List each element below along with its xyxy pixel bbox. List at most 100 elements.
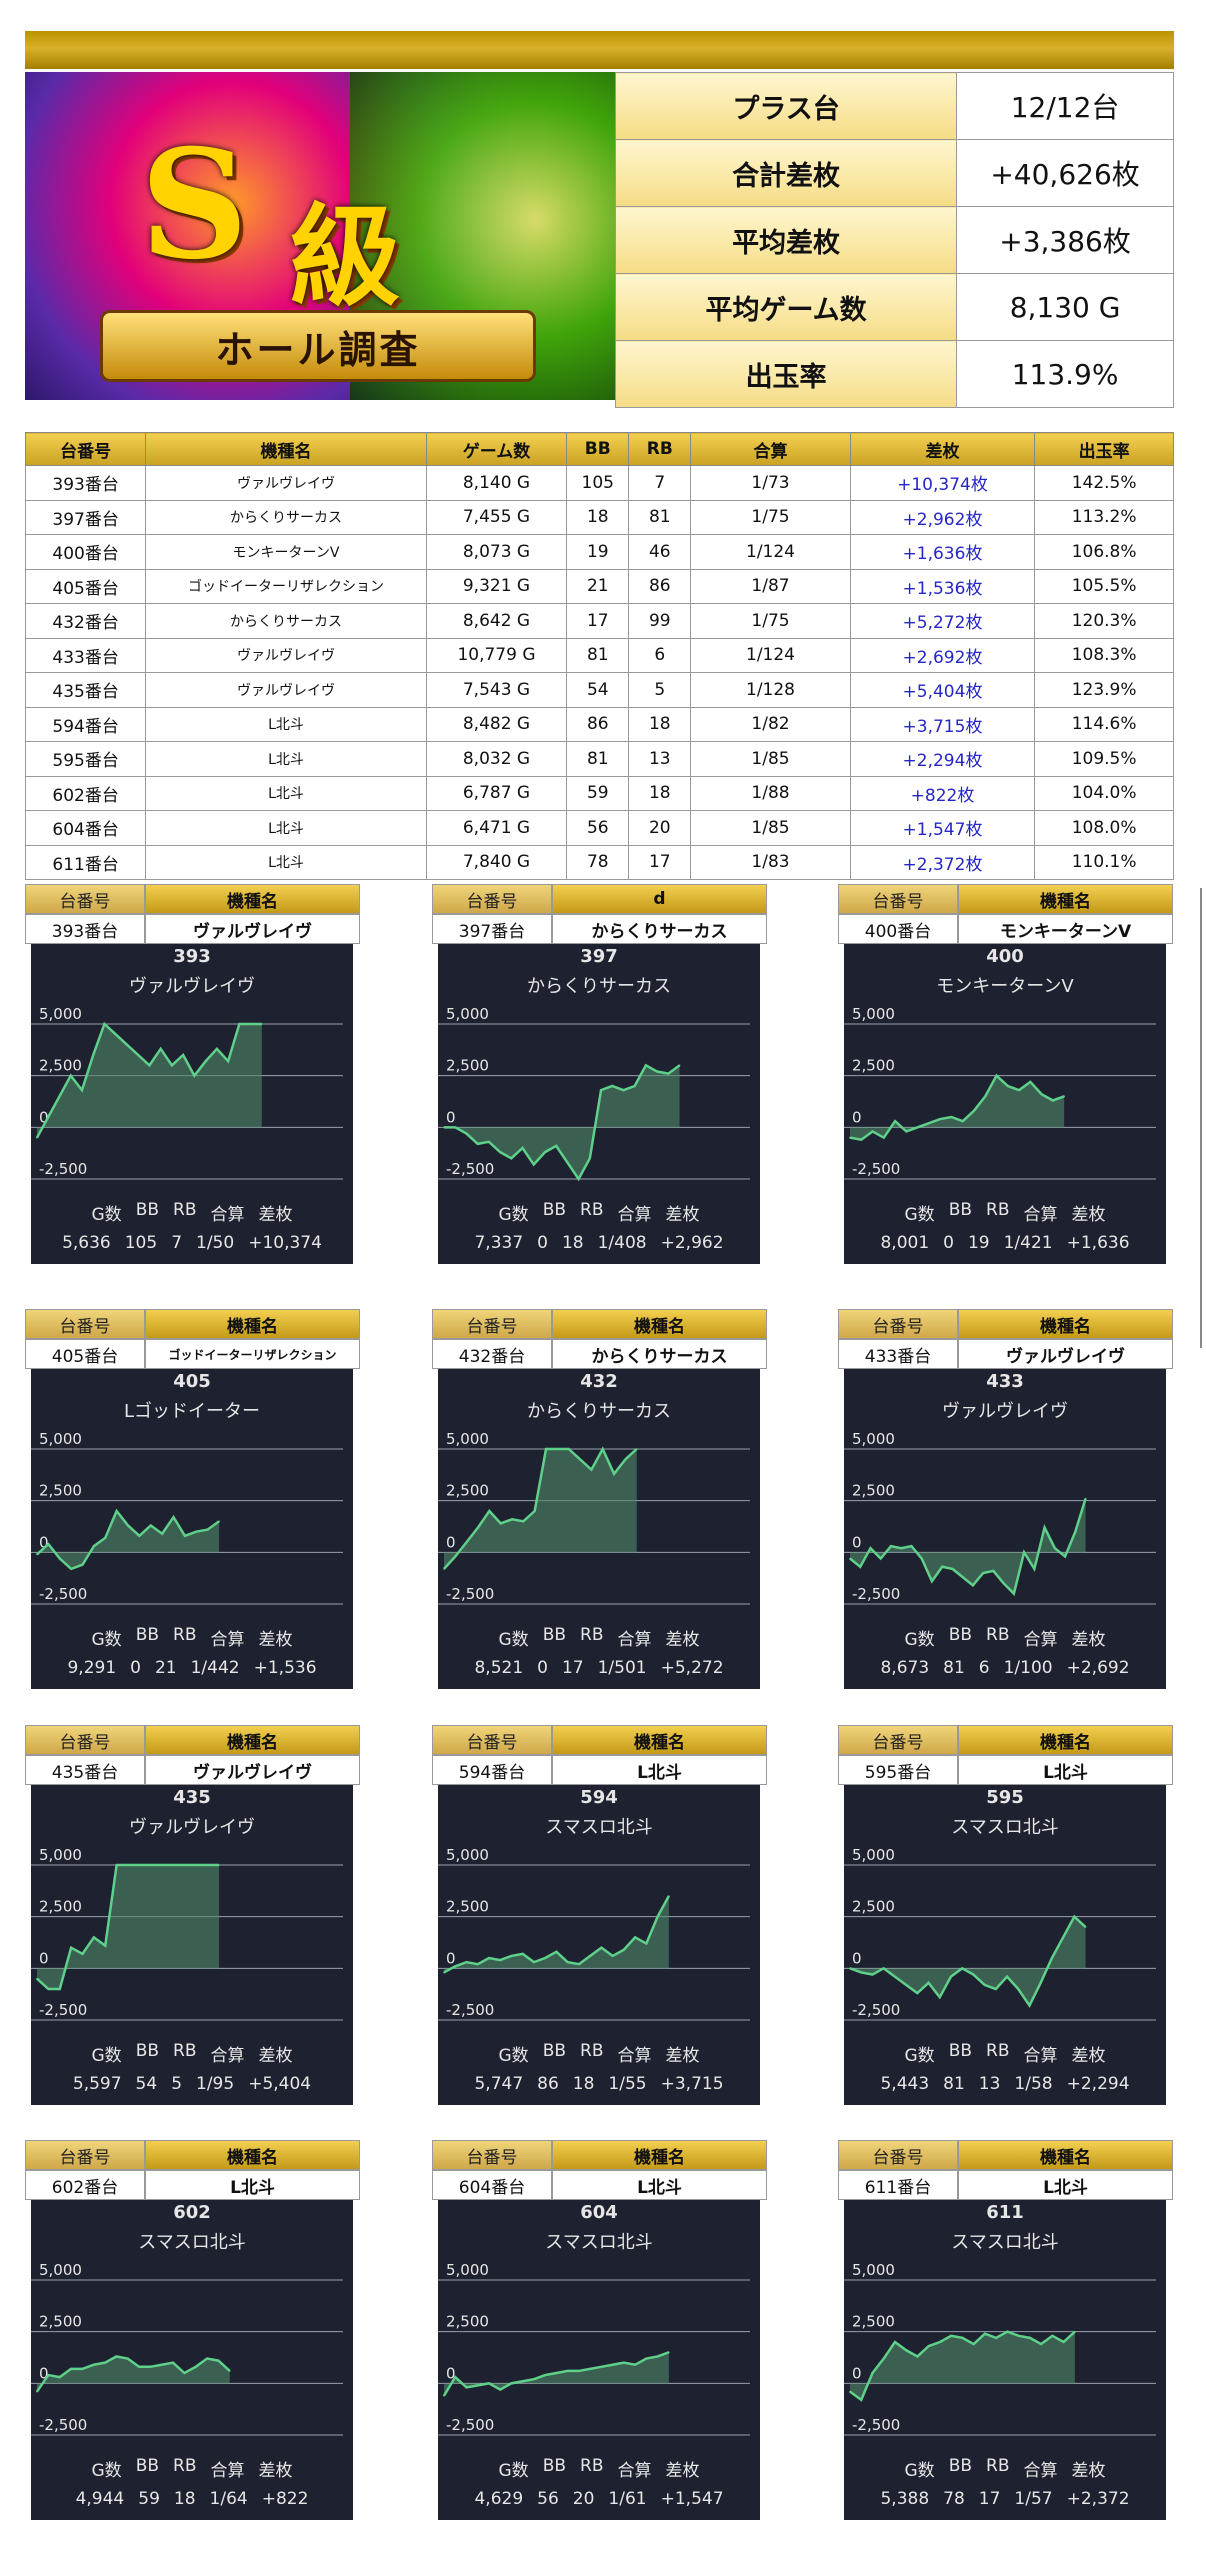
series-area (37, 1865, 220, 1989)
table-cell: 8,642 G (425, 603, 568, 639)
table-cell: 595番台 (24, 741, 147, 777)
data-point (488, 1510, 491, 1512)
slump-chart: 5,000 2,500 0 -2,500 (844, 1846, 1156, 2021)
slump-chart: 5,000 2,500 0 -2,500 (438, 1005, 750, 1182)
data-point (499, 1959, 502, 1961)
data-point (454, 2376, 457, 2378)
summary-table: プラス台 12/12台 合計差枚 +40,626枚 平均差枚 +3,386枚 平均ゲー… (614, 72, 1174, 408)
table-cell: +3,715枚 (849, 706, 1036, 742)
data-point (93, 1545, 95, 1547)
table-cell: 110.1% (1034, 844, 1174, 880)
table-cell: +1,536枚 (849, 568, 1036, 604)
y-tick-label: 2,500 (39, 1898, 82, 1916)
data-point (533, 1961, 535, 1963)
table-cell: 8,032 G (425, 741, 568, 777)
card-machine-number: 393番台 (25, 914, 145, 944)
series-line (443, 1446, 638, 1570)
data-point (939, 1118, 941, 1120)
data-point (47, 1543, 50, 1545)
table-cell: 17 (566, 603, 630, 639)
slump-chart: 5,000 2,500 0 -2,500 (438, 2261, 750, 2436)
chart-stats: G数 BB RB 合算 差枚 5,747 86 18 1/55 +3,715 (438, 2041, 760, 2094)
table-cell: 54 (566, 672, 630, 708)
data-point (1084, 1497, 1087, 1500)
data-point (611, 1955, 614, 1957)
stat-label: 合算 (617, 2046, 652, 2066)
data-point (905, 2349, 908, 2352)
card-header-model-label: 機種名 (552, 1309, 767, 1339)
card-machine-number: 397番台 (432, 914, 552, 944)
y-tick-label: 0 (446, 1108, 456, 1126)
stat-value: 1/100 (1003, 1658, 1053, 1678)
data-point (533, 2378, 535, 2380)
data-point (972, 1584, 974, 1587)
stat-label: BB (542, 2041, 567, 2061)
stat-label: 合算 (210, 2046, 245, 2066)
y-tick-label: 5,000 (852, 1005, 895, 1023)
y-tick-label: 2,500 (852, 1482, 895, 1500)
chart-stats: G数 BB RB 合算 差枚 7,337 0 18 1/408 +2,962 (438, 1200, 760, 1253)
slump-chart-panel: 397 からくりサーカス G数 BB RB 合算 差枚 7,337 0 18 1/408 +2,962… (438, 944, 760, 1264)
machine-card: 台番号 機種名 432番台 からくりサーカス 432 からくりサーカス G数 BB RB 合算 差枚… (432, 1309, 767, 1689)
y-tick-label: 0 (852, 1108, 862, 1126)
stat-value: 5,747 (474, 2074, 524, 2094)
data-point (488, 2382, 490, 2385)
slump-chart-panel: 435 ヴァルヴレイヴ G数 BB RB 合算 差枚 5,597 54 5 1/95 +5,404 5,… (31, 1785, 353, 2105)
card-machine-model: モンキーターンV (958, 914, 1173, 944)
summary-label: 合計差枚 (614, 139, 958, 207)
machine-card: 台番号 機種名 405番台 ゴッドイーターリザレクション 405 Lゴッドイーター G数 BB… (25, 1309, 360, 1689)
table-row: 405番台 ゴッドイーターリザレクション 9,321 G 21 86 1/87 +1,536… (24, 568, 1174, 604)
summary-label: 平均ゲーム数 (614, 273, 958, 341)
slump-chart-panel: 604 スマスロ北斗 G数 BB RB 合算 差枚 4,629 56 20 1/61 +1,547 5,… (438, 2200, 760, 2520)
table-cell: 109.5% (1034, 741, 1174, 777)
slump-chart: 5,000 2,500 0 -2,500 (844, 1005, 1156, 1180)
data-point (218, 1520, 220, 1523)
data-point (465, 2386, 468, 2389)
card-header-number-label: 台番号 (838, 2140, 958, 2170)
data-point (159, 1048, 162, 1050)
table-cell: 604番台 (24, 810, 147, 846)
data-point (589, 1157, 591, 1160)
data-point (1017, 1988, 1020, 1990)
stat-label: BB (948, 1200, 973, 1220)
data-point (172, 2361, 174, 2364)
table-cell: ヴァルヴレイヴ (145, 637, 427, 673)
data-point (499, 1151, 501, 1153)
y-tick-label: 0 (446, 1949, 456, 1967)
card-machine-number: 433番台 (838, 1339, 958, 1369)
stat-label: 合算 (617, 1630, 652, 1650)
data-point (555, 2372, 558, 2374)
data-point (577, 1178, 580, 1180)
chart-machine-name: ヴァルヴレイヴ (942, 1401, 1068, 1422)
table-cell: L北斗 (145, 810, 427, 846)
card-machine-model: L北斗 (552, 2170, 767, 2200)
card-header-number-label: 台番号 (25, 1725, 145, 1755)
data-point (454, 1555, 457, 1558)
stat-label: G数 (91, 1205, 122, 1225)
chart-machine-number: 595 (986, 1787, 1024, 1808)
chart-machine-name: モンキーターンV (936, 976, 1074, 997)
stat-value: 1/55 (608, 2074, 647, 2094)
slump-chart: 5,000 2,500 0 -2,500 (31, 2261, 343, 2436)
data-point (589, 1955, 591, 1957)
table-cell: 433番台 (24, 637, 147, 673)
stat-label: RB (580, 2041, 604, 2061)
summary-label: プラス台 (614, 72, 958, 140)
machine-card: 台番号 機種名 435番台 ヴァルヴレイヴ 435 ヴァルヴレイヴ G数 BB RB 合算 差枚 5,… (25, 1725, 360, 2105)
data-point (566, 1961, 569, 1963)
stat-value: 17 (978, 2489, 1001, 2509)
machine-results-table: 台番号 機種名 ゲーム数 BB RB 合算 差枚 出玉率 393番台 ヴァルヴレイヴ 8,140 … (24, 432, 1174, 880)
scroll-divider (1200, 888, 1202, 1348)
chart-stats: G数 BB RB 合算 差枚 5,597 54 5 1/95 +5,404 (31, 2041, 353, 2094)
data-point (961, 1967, 963, 1970)
card-header-number-label: 台番号 (25, 884, 145, 914)
chart-stats: G数 BB RB 合算 差枚 5,636 105 7 1/50 +10,374 (31, 1200, 353, 1253)
data-point (149, 1864, 152, 1866)
card-machine-model: ゴッドイーターリザレクション (145, 1339, 360, 1369)
data-point (115, 2355, 118, 2358)
data-point (249, 1023, 252, 1025)
table-cell: +10,374枚 (849, 465, 1036, 501)
table-cell: 114.6% (1034, 706, 1174, 742)
table-row: 595番台 L北斗 8,032 G 81 13 1/85 +2,294枚 109.5% (24, 741, 1174, 777)
table-cell: 81 (566, 741, 630, 777)
